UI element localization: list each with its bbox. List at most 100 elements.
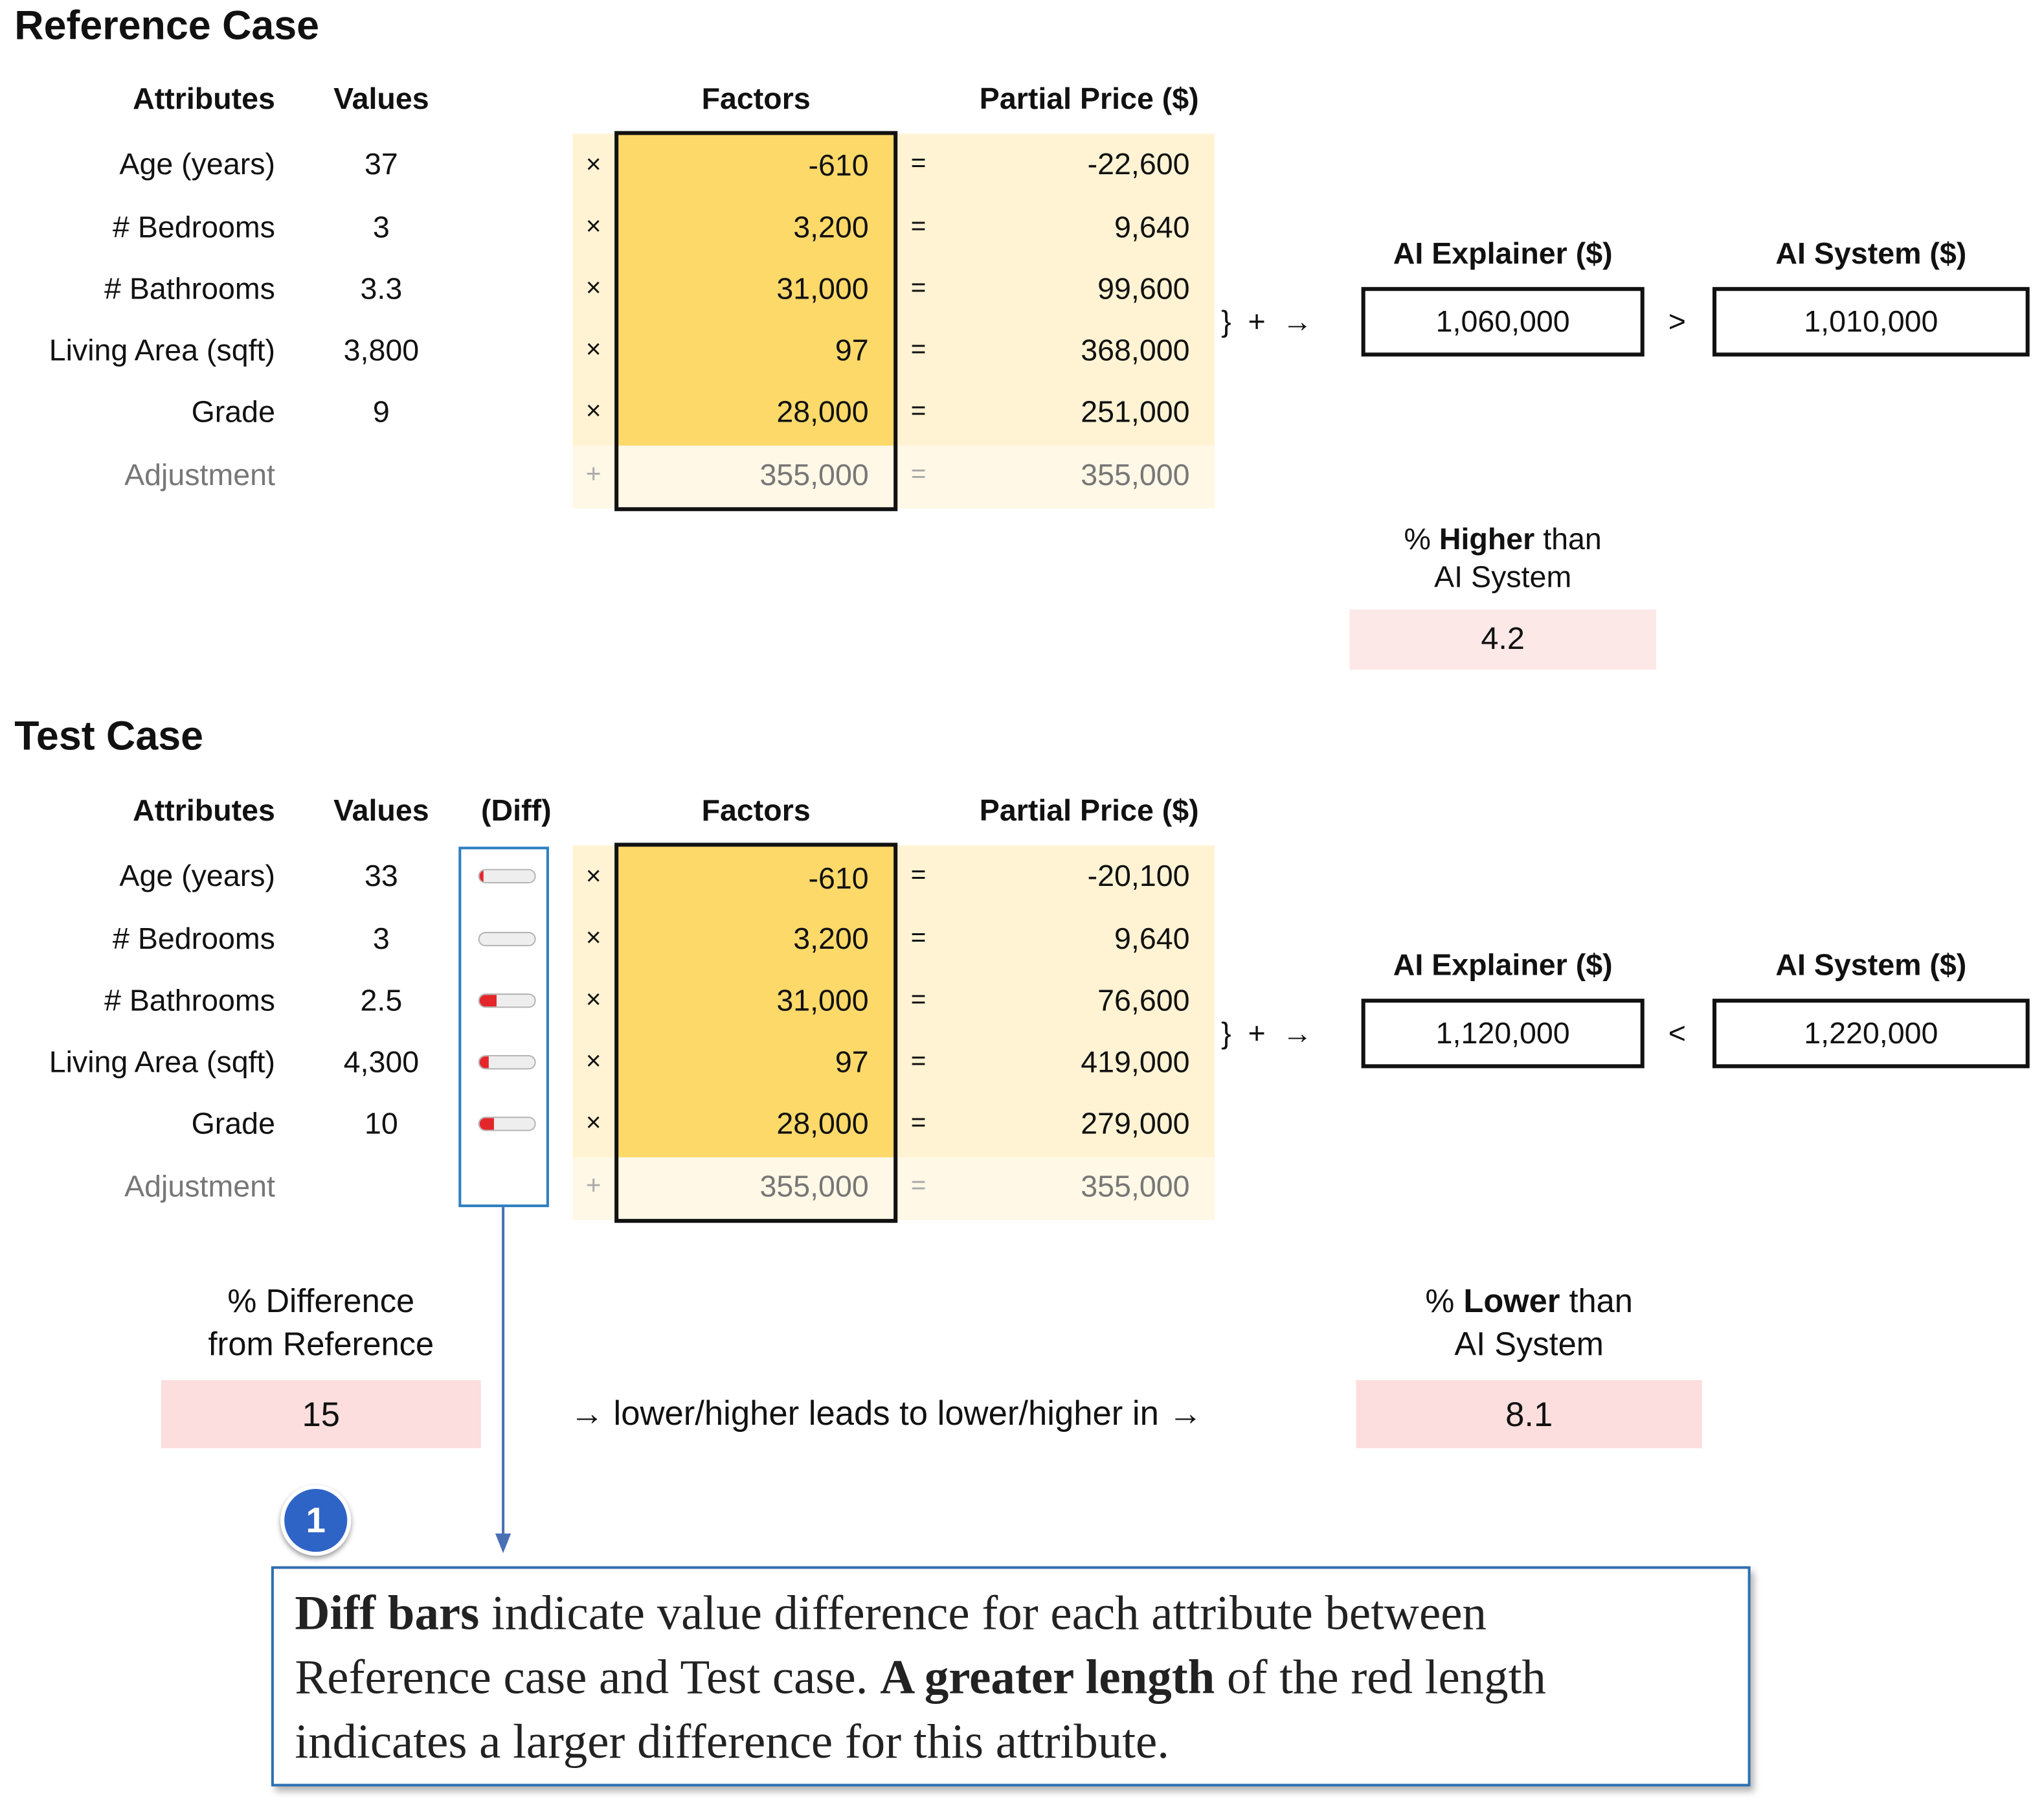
diff-pct-label: % Difference from Reference (161, 1280, 481, 1367)
ref-adjustment-partial: 355,000 (1081, 457, 1190, 492)
test-factor: -610 (808, 861, 869, 896)
ref-multiply-sign: × (585, 273, 601, 303)
test-pct-value: 8.1 (1356, 1380, 1702, 1449)
reference-title: Reference Case (14, 3, 320, 49)
ref-factor-column-bg (617, 133, 895, 446)
diff-bar (478, 1117, 536, 1131)
test-attribute: # Bedrooms (113, 921, 275, 956)
diff-bar-fill (479, 1056, 489, 1069)
ref-header-attributes: Attributes (133, 81, 275, 116)
ref-comparison-sign: > (1668, 304, 1686, 339)
ref-pct-prefix: % (1404, 521, 1439, 556)
test-pct-line2: AI System (1454, 1326, 1604, 1363)
ref-multiply-sign: × (585, 335, 601, 365)
ref-explainer-label: AI Explainer ($) (1393, 236, 1613, 270)
diff-bar-fill (479, 995, 497, 1007)
ref-attribute: # Bathrooms (104, 271, 275, 306)
test-factors-frame (614, 843, 898, 1223)
test-equals-sign: = (910, 985, 927, 1015)
test-system-value: 1,220,000 (1712, 999, 2030, 1069)
ref-equals-sign: = (910, 460, 927, 489)
test-header-values: Values (333, 793, 429, 828)
ref-header-partial: Partial Price ($) (979, 81, 1199, 116)
ref-partial-price: 368,000 (1081, 333, 1190, 367)
ref-adjustment-label: Adjustment (124, 457, 275, 492)
test-value: 2.5 (360, 982, 403, 1017)
ref-plus-sign: + (585, 460, 601, 489)
test-factor: 31,000 (776, 982, 869, 1017)
test-explainer-value: 1,120,000 (1361, 999, 1645, 1069)
ref-equals-sign: = (910, 273, 927, 303)
diff-bar (478, 931, 536, 947)
callout-number-badge: 1 (280, 1484, 352, 1556)
test-equals-sign: = (910, 1109, 927, 1138)
callout-arrow (495, 1207, 511, 1554)
ref-pct-suffix: than (1534, 521, 1602, 556)
test-title: Test Case (14, 712, 204, 759)
test-pct-prefix: % (1425, 1283, 1464, 1320)
ref-value: 3 (372, 209, 390, 244)
callout-text4: indicates a larger difference for this a… (295, 1716, 1170, 1770)
test-row: Age (years) 33 × -610 = -20,100 (0, 857, 1219, 896)
ref-row: Grade 9 × 28,000 = 251,000 (0, 393, 1219, 430)
diff-bar-fill (479, 870, 483, 883)
test-equals-sign: = (910, 861, 927, 890)
test-partial-price: 419,000 (1081, 1044, 1190, 1079)
diff-highlight-frame (458, 846, 549, 1207)
test-multiply-sign: × (585, 862, 601, 892)
test-op-column-bg (572, 845, 618, 1158)
test-comparison-sign: < (1668, 1015, 1686, 1050)
test-pct-bold: Lower (1463, 1283, 1560, 1320)
ref-row: Age (years) 37 × -610 = -22,600 (0, 146, 1219, 183)
ref-factor: 28,000 (776, 394, 869, 429)
ref-pct-bold: Higher (1439, 521, 1535, 556)
test-explainer-label: AI Explainer ($) (1393, 947, 1613, 982)
test-factor-column-bg (617, 845, 895, 1158)
test-value: 33 (364, 858, 398, 893)
test-equals-sign: = (910, 924, 927, 953)
test-factor: 28,000 (776, 1106, 869, 1140)
callout-box: Diff bars indicate value difference for … (271, 1566, 1751, 1787)
ref-system-value: 1,010,000 (1712, 287, 2030, 357)
test-partial-price: 9,640 (1114, 921, 1190, 956)
test-partial-price: 279,000 (1081, 1106, 1190, 1140)
test-multiply-sign: × (585, 1047, 601, 1076)
test-value: 10 (364, 1106, 398, 1140)
ref-value: 9 (372, 394, 390, 429)
ref-partial-column-bg (895, 133, 1215, 446)
ref-row: Living Area (sqft) 3,800 × 97 = 368,000 (0, 332, 1219, 368)
test-pct-label: % Lower than AI System (1356, 1280, 1702, 1367)
test-adjustment-partial: 355,000 (1081, 1169, 1190, 1203)
callout-text2: Reference case and Test case. (295, 1651, 881, 1705)
test-header-factors: Factors (701, 793, 811, 828)
test-sum-symbols: } + → (1221, 1015, 1313, 1050)
ref-op-column-bg (572, 133, 618, 446)
test-adjustment-factor: 355,000 (759, 1169, 869, 1203)
ref-equals-sign: = (910, 212, 927, 242)
ref-system-label: AI System ($) (1775, 236, 1967, 270)
ref-partial-price: 251,000 (1081, 394, 1190, 429)
callout-arrow-head (495, 1533, 511, 1554)
ref-row: # Bathrooms 3.3 × 31,000 = 99,600 (0, 270, 1219, 307)
test-adjustment-label: Adjustment (124, 1169, 275, 1203)
ref-equals-sign: = (910, 397, 927, 426)
ref-row: # Bedrooms 3 × 3,200 = 9,640 (0, 209, 1219, 245)
test-value: 3 (372, 921, 390, 956)
ref-attribute: # Bedrooms (113, 209, 275, 244)
ref-pct-label: % Higher than AI System (1349, 520, 1656, 596)
test-factor: 3,200 (793, 921, 869, 956)
test-header-attributes: Attributes (133, 793, 275, 828)
test-row: # Bedrooms 3 × 3,200 = 9,640 (0, 920, 1219, 957)
test-partial-price: 76,600 (1097, 982, 1190, 1017)
diff-bar (478, 993, 536, 1008)
test-header-diff: (Diff) (481, 793, 552, 828)
test-attribute: Age (years) (119, 858, 275, 893)
test-adjustment-row-bg (572, 1157, 1215, 1221)
ref-value: 3.3 (360, 271, 403, 306)
test-row: # Bathrooms 2.5 × 31,000 = 76,600 (0, 982, 1219, 1019)
test-attribute: # Bathrooms (104, 982, 275, 1017)
ref-header-factors: Factors (701, 81, 811, 116)
ref-value: 37 (364, 146, 398, 181)
test-adjustment-row: Adjustment + 355,000 = 355,000 (0, 1168, 1219, 1205)
callout-text3: of the red length (1215, 1651, 1546, 1705)
